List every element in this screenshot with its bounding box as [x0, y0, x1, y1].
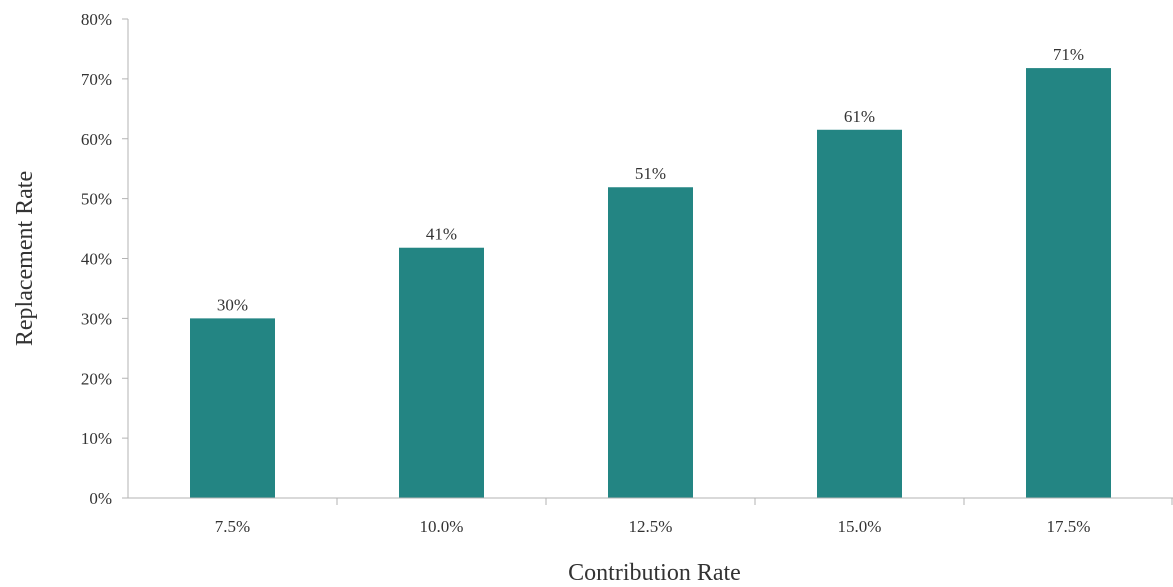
- x-axis-ticks: 7.5% 10.0% 12.5% 15.0% 17.5%: [215, 498, 1173, 536]
- x-axis-title: Contribution Rate: [568, 560, 741, 586]
- bar: [190, 318, 275, 498]
- bar: [608, 187, 693, 498]
- bar-value-label: 41%: [426, 225, 457, 244]
- y-axis-title: Replacement Rate: [12, 171, 38, 346]
- y-tick-label: 40%: [81, 250, 112, 269]
- bar: [817, 129, 902, 499]
- bar: [399, 247, 484, 498]
- bar-value-label: 30%: [217, 295, 248, 314]
- y-tick-label: 70%: [81, 70, 112, 89]
- y-tick-label: 30%: [81, 309, 112, 328]
- x-tick-label: 17.5%: [1047, 517, 1091, 536]
- y-tick-label: 20%: [81, 369, 112, 388]
- bar-value-label: 61%: [844, 107, 875, 126]
- bar: [1026, 68, 1111, 498]
- bars: [190, 68, 1111, 499]
- x-tick-label: 10.0%: [420, 517, 464, 536]
- x-tick-label: 15.0%: [838, 517, 882, 536]
- y-tick-label: 60%: [81, 130, 112, 149]
- y-tick-label: 80%: [81, 10, 112, 29]
- y-tick-label: 50%: [81, 190, 112, 209]
- bar-value-label: 71%: [1053, 45, 1084, 64]
- y-tick-label: 0%: [89, 489, 112, 508]
- x-tick-label: 12.5%: [629, 517, 673, 536]
- bar-value-label: 51%: [635, 164, 666, 183]
- data-labels: 30% 41% 51% 61% 71%: [217, 45, 1084, 314]
- y-tick-label: 10%: [81, 429, 112, 448]
- x-tick-label: 7.5%: [215, 517, 250, 536]
- y-axis-ticks: 0% 10% 20% 30% 40% 50% 60% 70% 80%: [81, 10, 128, 508]
